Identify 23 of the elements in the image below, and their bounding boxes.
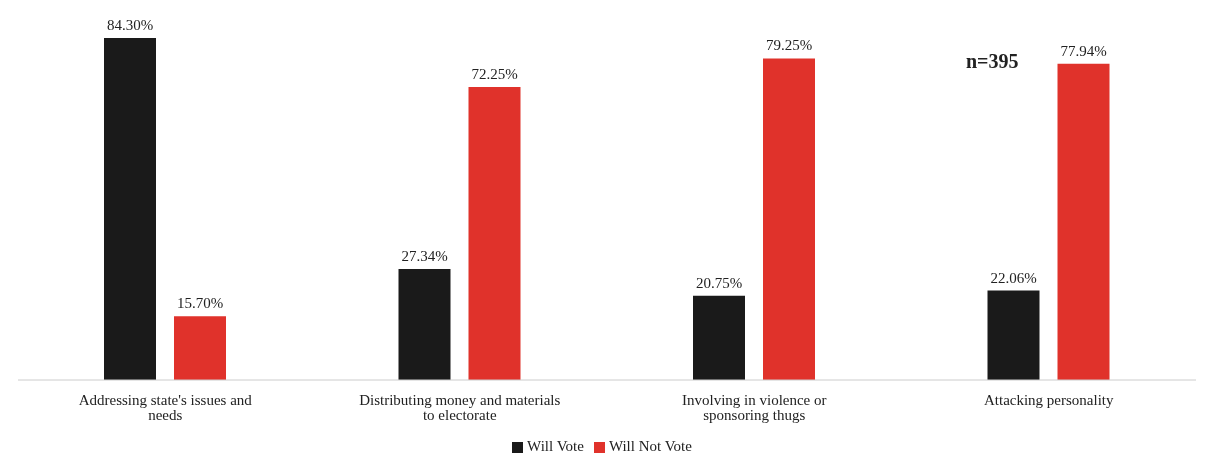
bar — [987, 290, 1040, 380]
x-tick-label: Addressing state's issues and needs — [78, 391, 253, 423]
bar — [174, 316, 226, 380]
data-label: 27.34% — [401, 248, 448, 265]
bar — [763, 58, 815, 380]
legend-label: Will Not Vote — [608, 438, 692, 454]
bar — [693, 295, 745, 380]
bar — [104, 38, 156, 380]
x-tick-label: Attacking personality — [983, 391, 1115, 408]
data-label: 22.06% — [990, 269, 1037, 286]
bar — [398, 269, 451, 380]
data-label: 72.25% — [471, 65, 518, 82]
data-label: 79.25% — [765, 37, 813, 54]
data-label: 77.94% — [1060, 42, 1107, 59]
bar — [468, 86, 521, 380]
annotation: n=395 — [966, 50, 1019, 73]
legend-label: Will Vote — [527, 438, 584, 454]
data-label: 20.75% — [695, 274, 743, 291]
bar — [1057, 63, 1110, 380]
x-tick-label: Distributing money and materials to electorate — [359, 391, 561, 423]
data-label: 15.70% — [176, 295, 224, 312]
x-tick-label: Involving in violence or sponsoring thugs — [681, 391, 827, 423]
data-label: 84.30% — [106, 17, 154, 33]
